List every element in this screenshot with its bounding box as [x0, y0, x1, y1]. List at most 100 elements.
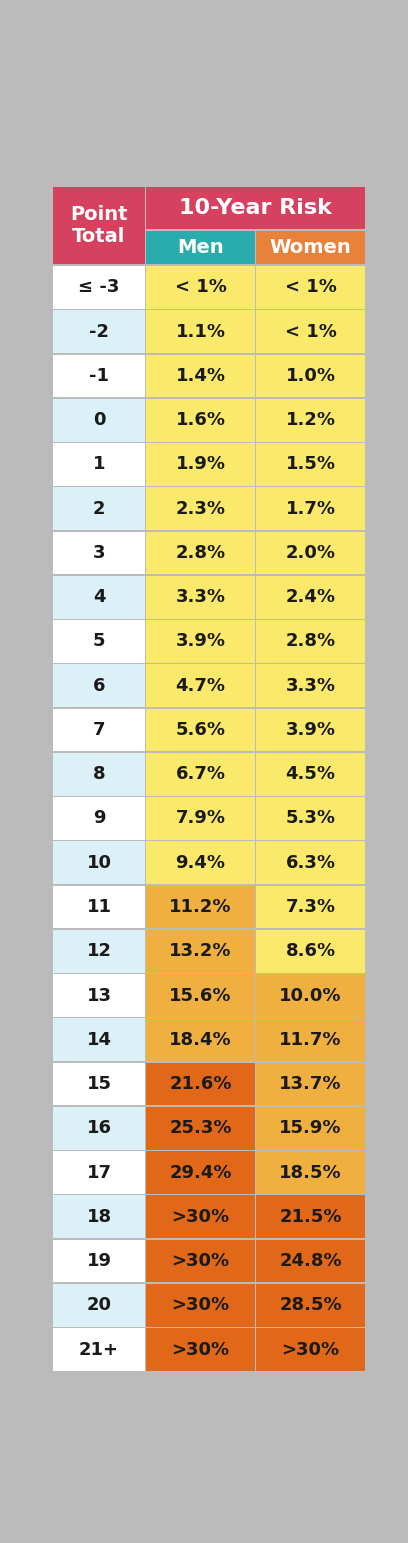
Bar	[53, 1284, 145, 1327]
Bar	[53, 1196, 145, 1237]
Text: 9: 9	[93, 810, 105, 827]
Text: < 1%: < 1%	[175, 278, 226, 296]
Text: 11: 11	[86, 898, 111, 917]
Bar	[53, 708, 145, 751]
Text: 13.2%: 13.2%	[169, 943, 232, 960]
Text: 21.6%: 21.6%	[169, 1075, 232, 1092]
Bar	[146, 1018, 255, 1062]
Bar	[53, 1106, 145, 1150]
Text: >30%: >30%	[171, 1208, 230, 1225]
Text: 14: 14	[86, 1031, 111, 1049]
Text: 3.9%: 3.9%	[286, 721, 336, 739]
Text: 18.4%: 18.4%	[169, 1031, 232, 1049]
Bar	[53, 355, 145, 397]
Text: >30%: >30%	[282, 1341, 340, 1358]
Bar	[53, 1151, 145, 1194]
Bar	[53, 886, 145, 929]
Bar	[146, 930, 255, 972]
Text: 21+: 21+	[79, 1341, 119, 1358]
Text: 3.3%: 3.3%	[175, 588, 226, 606]
Text: 17: 17	[86, 1163, 111, 1182]
Text: ≤ -3: ≤ -3	[78, 278, 120, 296]
Text: 1.7%: 1.7%	[286, 500, 336, 517]
Text: 7: 7	[93, 721, 105, 739]
Bar	[256, 1239, 365, 1282]
Text: 10.0%: 10.0%	[279, 986, 342, 1004]
Bar	[146, 798, 255, 839]
Text: 24.8%: 24.8%	[279, 1251, 342, 1270]
Bar	[256, 974, 365, 1017]
Bar	[146, 532, 255, 574]
Bar	[146, 841, 255, 884]
Bar	[146, 187, 365, 228]
Bar	[53, 1063, 145, 1105]
Bar	[146, 1284, 255, 1327]
Text: 2.8%: 2.8%	[175, 545, 226, 562]
Text: 3.3%: 3.3%	[286, 677, 336, 694]
Bar	[146, 620, 255, 663]
Bar	[256, 753, 365, 796]
Bar	[53, 443, 145, 486]
Text: 6.3%: 6.3%	[286, 853, 336, 872]
Bar	[53, 1329, 145, 1372]
Text: 18.5%: 18.5%	[279, 1163, 342, 1182]
Bar	[256, 398, 365, 441]
Bar	[256, 355, 365, 397]
Text: >30%: >30%	[171, 1296, 230, 1315]
Bar	[256, 1018, 365, 1062]
Text: >30%: >30%	[171, 1341, 230, 1358]
Bar	[146, 265, 255, 309]
Text: Point
Total: Point Total	[70, 205, 128, 247]
Bar	[256, 1063, 365, 1105]
Bar	[256, 1329, 365, 1372]
Bar	[256, 230, 365, 264]
Bar	[146, 1239, 255, 1282]
Text: 0: 0	[93, 410, 105, 429]
Text: 4.5%: 4.5%	[286, 765, 336, 784]
Text: < 1%: < 1%	[285, 278, 337, 296]
Text: 5: 5	[93, 633, 105, 651]
Text: 8.6%: 8.6%	[286, 943, 336, 960]
Bar	[256, 665, 365, 707]
Bar	[256, 620, 365, 663]
Bar	[53, 753, 145, 796]
Bar	[146, 753, 255, 796]
Text: 2.0%: 2.0%	[286, 545, 336, 562]
Text: 2.8%: 2.8%	[286, 633, 336, 651]
Bar	[256, 532, 365, 574]
Text: -1: -1	[89, 367, 109, 384]
Text: 19: 19	[86, 1251, 111, 1270]
Text: 1.1%: 1.1%	[175, 322, 226, 341]
Bar	[146, 576, 255, 619]
Text: 5.3%: 5.3%	[286, 810, 336, 827]
Text: 6: 6	[93, 677, 105, 694]
Text: 9.4%: 9.4%	[175, 853, 226, 872]
Bar	[256, 841, 365, 884]
Text: 1.0%: 1.0%	[286, 367, 336, 384]
Bar	[146, 1106, 255, 1150]
Bar	[53, 265, 145, 309]
Bar	[53, 488, 145, 531]
Bar	[146, 886, 255, 929]
Text: Men: Men	[177, 238, 224, 258]
Text: < 1%: < 1%	[285, 322, 337, 341]
Text: 12: 12	[86, 943, 111, 960]
Bar	[53, 576, 145, 619]
Text: >30%: >30%	[171, 1251, 230, 1270]
Bar	[53, 620, 145, 663]
Bar	[53, 798, 145, 839]
Bar	[53, 187, 145, 264]
Bar	[256, 1196, 365, 1237]
Text: 15: 15	[86, 1075, 111, 1092]
Bar	[256, 576, 365, 619]
Text: 11.2%: 11.2%	[169, 898, 232, 917]
Text: 18: 18	[86, 1208, 112, 1225]
Text: 21.5%: 21.5%	[279, 1208, 342, 1225]
Text: 16: 16	[86, 1119, 111, 1137]
Bar	[256, 1106, 365, 1150]
Bar	[146, 665, 255, 707]
Bar	[146, 1063, 255, 1105]
Bar	[256, 708, 365, 751]
Text: 8: 8	[93, 765, 105, 784]
Bar	[146, 398, 255, 441]
